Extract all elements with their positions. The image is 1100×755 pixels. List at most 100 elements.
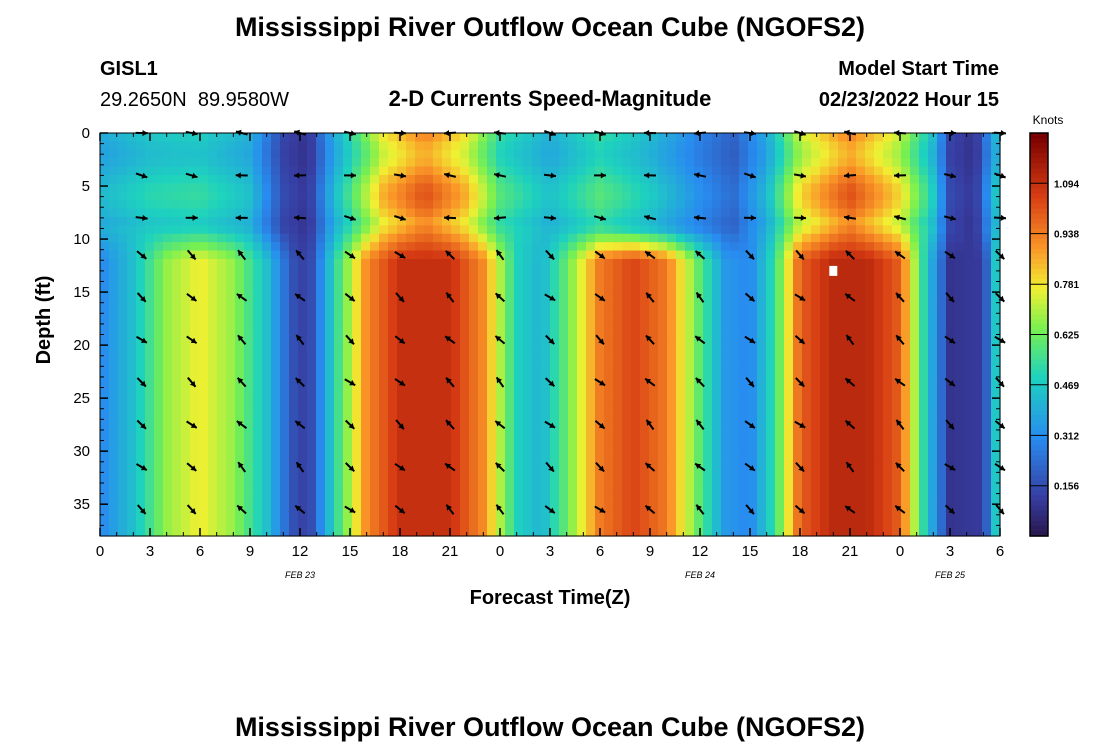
- heatmap-cell: [712, 293, 722, 302]
- heatmap-cell: [964, 351, 974, 360]
- heatmap-cell: [883, 335, 893, 344]
- heatmap-cell: [955, 486, 965, 495]
- heatmap-cell: [298, 519, 308, 528]
- heatmap-cell: [631, 301, 641, 310]
- heatmap-cell: [757, 335, 767, 344]
- heatmap-cell: [154, 376, 164, 385]
- heatmap-cell: [109, 477, 119, 486]
- heatmap-cell: [901, 519, 911, 528]
- heatmap-cell: [595, 410, 605, 419]
- heatmap-cell: [415, 385, 425, 394]
- heatmap-cell: [919, 385, 929, 394]
- heatmap-cell: [775, 251, 785, 260]
- heatmap-cell: [460, 435, 470, 444]
- heatmap-cell: [964, 477, 974, 486]
- heatmap-cell: [523, 460, 533, 469]
- heatmap-cell: [577, 486, 587, 495]
- heatmap-cell: [586, 418, 596, 427]
- heatmap-cell: [928, 234, 938, 243]
- heatmap-cell: [244, 267, 254, 276]
- heatmap-cell: [433, 469, 443, 478]
- heatmap-cell: [163, 486, 173, 495]
- heatmap-cell: [469, 309, 479, 318]
- heatmap-cell: [370, 469, 380, 478]
- heatmap-cell: [721, 242, 731, 251]
- heatmap-cell: [433, 318, 443, 327]
- heatmap-cell: [919, 150, 929, 159]
- heatmap-cell: [829, 502, 839, 511]
- heatmap-cell: [721, 376, 731, 385]
- heatmap-cell: [172, 183, 182, 192]
- heatmap-cell: [910, 460, 920, 469]
- heatmap-cell: [361, 427, 371, 436]
- heatmap-cell: [649, 402, 659, 411]
- heatmap-cell: [361, 351, 371, 360]
- heatmap-cell: [235, 225, 245, 234]
- heatmap-cell: [388, 528, 398, 537]
- heatmap-cell: [568, 234, 578, 243]
- heatmap-cell: [874, 410, 884, 419]
- heatmap-cell: [190, 402, 200, 411]
- heatmap-cell: [235, 402, 245, 411]
- heatmap-cell: [505, 486, 515, 495]
- heatmap-cell: [577, 326, 587, 335]
- heatmap-cell: [811, 360, 821, 369]
- heatmap-cell: [982, 209, 992, 218]
- heatmap-cell: [622, 452, 632, 461]
- heatmap-cell: [568, 494, 578, 503]
- heatmap-cell: [379, 301, 389, 310]
- heatmap-cell: [820, 309, 830, 318]
- heatmap-cell: [622, 276, 632, 285]
- heatmap-cell: [280, 528, 290, 537]
- heatmap-cell: [271, 225, 281, 234]
- heatmap-cell: [172, 259, 182, 268]
- heatmap-cell: [226, 192, 236, 201]
- heatmap-cell: [280, 477, 290, 486]
- heatmap-cell: [820, 519, 830, 528]
- heatmap-cell: [613, 276, 623, 285]
- heatmap-cell: [874, 200, 884, 209]
- heatmap-cell: [739, 209, 749, 218]
- heatmap-cell: [379, 494, 389, 503]
- heatmap-cell: [388, 267, 398, 276]
- heatmap-cell: [712, 351, 722, 360]
- heatmap-cell: [964, 335, 974, 344]
- heatmap-cell: [973, 486, 983, 495]
- heatmap-cell: [811, 519, 821, 528]
- heatmap-cell: [649, 276, 659, 285]
- heatmap-cell: [640, 318, 650, 327]
- heatmap-cell: [244, 477, 254, 486]
- heatmap-cell: [226, 293, 236, 302]
- heatmap-cell: [658, 477, 668, 486]
- heatmap-cell: [865, 427, 875, 436]
- heatmap-cell: [514, 385, 524, 394]
- heatmap-cell: [370, 225, 380, 234]
- heatmap-cell: [388, 318, 398, 327]
- heatmap-cell: [163, 360, 173, 369]
- heatmap-cell: [397, 200, 407, 209]
- heatmap-cell: [289, 309, 299, 318]
- heatmap-cell: [370, 502, 380, 511]
- heatmap-cell: [910, 368, 920, 377]
- heatmap-cell: [973, 293, 983, 302]
- heatmap-cell: [154, 309, 164, 318]
- heatmap-cell: [172, 368, 182, 377]
- heatmap-cell: [748, 393, 758, 402]
- heatmap-cell: [937, 418, 947, 427]
- heatmap-cell: [757, 502, 767, 511]
- heatmap-cell: [442, 477, 452, 486]
- heatmap-cell: [937, 402, 947, 411]
- heatmap-cell: [604, 242, 614, 251]
- heatmap-cell: [280, 141, 290, 150]
- heatmap-cell: [757, 309, 767, 318]
- heatmap-cell: [109, 167, 119, 176]
- heatmap-cell: [631, 133, 641, 142]
- heatmap-cell: [361, 267, 371, 276]
- heatmap-cell: [163, 418, 173, 427]
- heatmap-cell: [307, 519, 317, 528]
- heatmap-cell: [631, 402, 641, 411]
- heatmap-cell: [397, 309, 407, 318]
- heatmap-cell: [604, 301, 614, 310]
- heatmap-cell: [199, 502, 209, 511]
- heatmap-cell: [163, 267, 173, 276]
